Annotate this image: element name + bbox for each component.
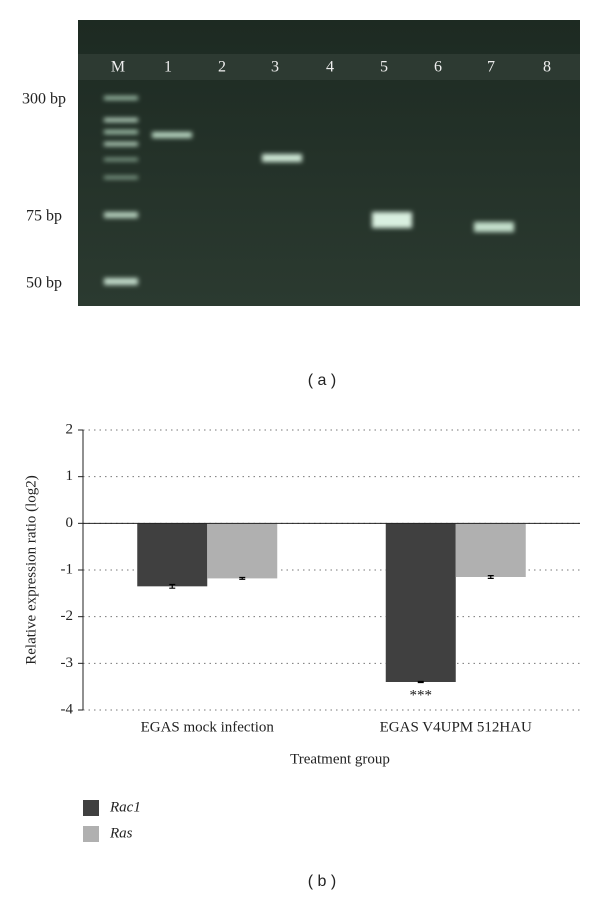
lane-label: 8 xyxy=(543,59,551,76)
y-tick-label: -3 xyxy=(61,655,74,671)
lane-label: 1 xyxy=(164,59,172,76)
error-bar xyxy=(417,680,424,684)
error-bar xyxy=(487,575,494,579)
x-tick-label: EGAS V4UPM 512HAU xyxy=(380,719,532,735)
gel-labels: M 1 2 3 4 5 6 7 8 xyxy=(111,59,551,76)
legend-label: Rac1 xyxy=(109,799,141,815)
lane-label: 6 xyxy=(434,59,442,76)
error-bar xyxy=(239,576,246,580)
y-axis-label: Relative expression ratio (log2) xyxy=(23,475,39,665)
y-tick-label: 2 xyxy=(66,421,74,437)
legend-label: Ras xyxy=(109,825,133,841)
bar xyxy=(137,523,208,587)
size-label: 75 bp xyxy=(26,208,62,225)
legend-swatch xyxy=(83,826,99,842)
size-label: 300 bp xyxy=(22,91,66,108)
x-tick-label: EGAS mock infection xyxy=(141,719,275,735)
bar xyxy=(385,523,456,682)
lane-label: 7 xyxy=(487,59,495,76)
x-axis-label: Treatment group xyxy=(290,751,390,767)
error-bar xyxy=(169,583,176,589)
size-label: 50 bp xyxy=(26,275,62,292)
bar xyxy=(455,523,526,577)
y-tick-label: 0 xyxy=(66,515,74,531)
lane-label: 2 xyxy=(218,59,226,76)
lane-label: 3 xyxy=(271,59,279,76)
y-tick-label: -1 xyxy=(61,561,74,577)
y-tick-label: -2 xyxy=(61,608,74,624)
y-tick-label: -4 xyxy=(61,701,74,717)
panel-caption: ( a ) xyxy=(308,372,336,389)
lane-label: 4 xyxy=(326,59,334,76)
lane-label: 5 xyxy=(380,59,388,76)
panel-caption: ( b ) xyxy=(308,873,336,890)
annotation: *** xyxy=(410,687,433,703)
legend-swatch xyxy=(83,800,99,816)
bar xyxy=(207,523,278,579)
gel-wells xyxy=(78,54,580,80)
y-tick-label: 1 xyxy=(66,468,74,484)
lane-label: M xyxy=(111,59,125,76)
gel-bands xyxy=(104,96,514,285)
